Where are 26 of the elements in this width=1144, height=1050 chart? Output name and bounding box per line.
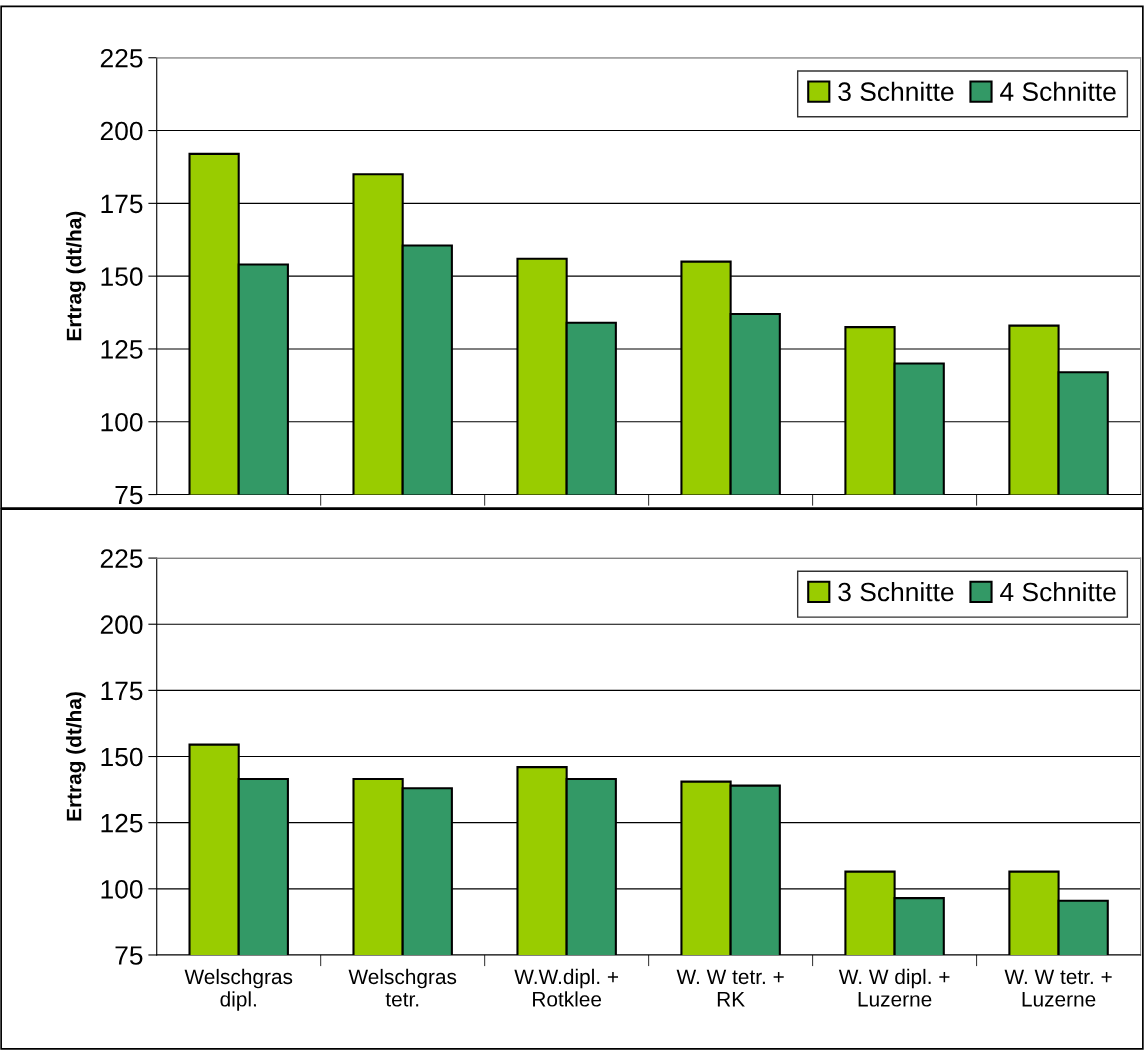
legend-label: 3 Schnitte (838, 581, 954, 602)
y-tick-label: 125 (101, 340, 143, 359)
y-tick-label: 75 (115, 946, 143, 965)
y-tick-label: 150 (101, 267, 143, 286)
y-tick-label: 100 (101, 879, 143, 899)
legend-label: 4 Schnitte (1000, 581, 1116, 602)
y-tick-label: 75 (115, 485, 143, 505)
y-tick-label: 175 (101, 681, 143, 701)
x-tick-label: Welschgras dipl. (184, 968, 293, 1011)
x-tick-label: Welschgras tetr. (348, 968, 457, 1007)
y-tick-label: 225 (100, 48, 143, 68)
x-tick-label: W. W tetr. + Luzerne (1004, 969, 1112, 1007)
y-axis-title: Ertrag (dt/ha) (66, 692, 86, 821)
legend-label: 3 Schnitte (838, 81, 954, 102)
y-axis-title: Ertrag (dt/ha) (66, 211, 86, 341)
y-tick-label: 225 (100, 549, 143, 568)
x-tick-label: W.W.dipl. + Rotklee (514, 968, 619, 1007)
y-tick-label: 125 (101, 813, 143, 833)
y-tick-label: 200 (100, 615, 143, 635)
x-tick-label: W. W tetr. + RK (676, 969, 784, 1007)
y-tick-label: 100 (101, 412, 143, 432)
y-tick-label: 175 (101, 194, 143, 214)
y-tick-label: 150 (101, 747, 143, 767)
legend-label: 4 Schnitte (1000, 81, 1116, 102)
y-tick-label: 200 (100, 121, 143, 141)
x-tick-label: W. W dipl. + Luzerne (838, 968, 950, 1007)
